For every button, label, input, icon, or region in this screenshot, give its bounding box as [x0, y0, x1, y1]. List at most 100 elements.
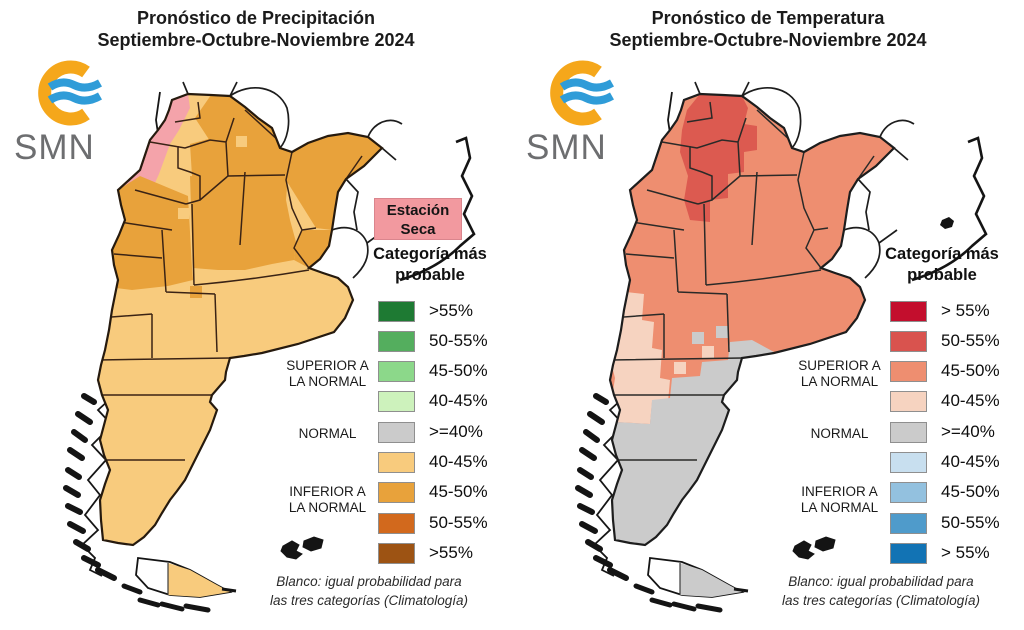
legend-label: 45-50%: [941, 482, 1000, 501]
smn-logo-text: SMN: [14, 128, 95, 167]
panel-title: Pronóstico de Temperatura Septiembre-Oct…: [512, 7, 1024, 51]
legend-swatch: [378, 300, 415, 322]
brazil-coastline: [399, 136, 476, 282]
legend-label: >=40%: [941, 422, 995, 441]
tierra-del-fuego-fjords: [121, 583, 211, 613]
precipitation-panel: Pronóstico de Precipitación Septiembre-O…: [0, 7, 512, 613]
legend-swatch: [378, 481, 415, 503]
legend-label: >55%: [429, 301, 473, 320]
legend-row: 45-50%: [890, 360, 1000, 382]
legend-title-line2: probable: [907, 266, 977, 284]
smn-logo: SMN: [14, 56, 114, 166]
islas-malvinas: [280, 536, 324, 560]
legend-row: >55%: [378, 300, 473, 322]
tierra-del-fuego-argentina: [168, 563, 230, 597]
legend-label: 40-45%: [429, 391, 488, 410]
legend-label: 50-55%: [941, 513, 1000, 532]
legend-swatch: [890, 330, 927, 352]
footnote: Blanco: igual probabilidad para las tres…: [269, 574, 469, 608]
legend-label: 45-50%: [429, 361, 488, 380]
isla-de-los-estados: [733, 587, 749, 593]
grid-cell: [190, 286, 202, 298]
dry-season-label-line2: Seca: [400, 221, 436, 238]
isla-de-los-estados: [221, 587, 237, 593]
grid-cell: [178, 208, 189, 219]
legend-swatch: [378, 542, 415, 564]
neighbor-country-borders: [694, 81, 915, 279]
tierra-del-fuego-fjords: [633, 583, 723, 613]
legend-label: 40-45%: [941, 452, 1000, 471]
legend-swatch: [890, 542, 927, 564]
chile-fjords: [575, 393, 629, 581]
legend-row: 40-45%: [378, 390, 488, 412]
smn-logo-text: SMN: [526, 128, 607, 167]
panel-title-line2: Septiembre-Octubre-Noviembre 2024: [609, 30, 927, 50]
legend-group-below-normal: INFERIOR A LA NORMAL: [288, 484, 367, 515]
legend-swatch: [890, 390, 927, 412]
province-borders: [610, 101, 875, 461]
legend-row: 45-50%: [890, 481, 1000, 503]
temperature-panel: Pronóstico de Temperatura Septiembre-Oct…: [512, 0, 1024, 630]
argentina-outline: [96, 92, 384, 547]
legend-swatch: [378, 451, 415, 473]
tierra-del-fuego-argentina: [680, 563, 742, 597]
region-inferior-45-50-entre-rios: [294, 230, 332, 268]
grid-cell: [236, 136, 247, 147]
region-inferior-45-50-litoral: [286, 133, 382, 230]
smn-logo: SMN: [526, 56, 626, 166]
legend-row: 45-50%: [378, 360, 488, 382]
grid-cell: [702, 346, 714, 358]
legend-swatch: [378, 360, 415, 382]
legend-title-line2: probable: [395, 266, 465, 284]
province-borders: [98, 101, 363, 461]
grid-cell: [656, 382, 668, 394]
legend-row: 40-45%: [378, 451, 488, 473]
legend-row: >=40%: [378, 421, 483, 443]
legend-swatch: [890, 512, 927, 534]
legend-label: 45-50%: [941, 361, 1000, 380]
dry-season-label-line1: Estación: [386, 202, 450, 219]
panel-title-line1: Pronóstico de Temperatura: [651, 8, 885, 28]
legend-label: 50-55%: [941, 331, 1000, 350]
region-inferior-45-50-central: [190, 175, 296, 270]
legend-swatch: [890, 451, 927, 473]
legend-swatch: [890, 481, 927, 503]
legend-swatch: [378, 330, 415, 352]
chile-fjords: [63, 393, 117, 581]
legend-row: 40-45%: [890, 451, 1000, 473]
smn-logo-icon: [38, 60, 102, 126]
coastal-islet: [940, 217, 954, 229]
legend-row: 50-55%: [378, 330, 488, 352]
legend-label: 40-45%: [941, 391, 1000, 410]
temperature-regions: [610, 94, 875, 545]
legend-group-above-normal: SUPERIOR A LA NORMAL: [286, 358, 369, 389]
legend-group-normal: NORMAL: [810, 426, 869, 441]
legend-title-line1: Categoría más: [885, 245, 999, 263]
legend-label: >=40%: [429, 422, 483, 441]
legend-swatch: [890, 421, 927, 443]
legend-row: > 55%: [890, 300, 990, 322]
legend-label: > 55%: [941, 543, 990, 562]
brazil-coastline: [911, 136, 988, 282]
argentina-map-temperature: [575, 81, 988, 613]
dry-season-box: Estación Seca: [374, 198, 462, 240]
legend-row: 50-55%: [378, 512, 488, 534]
legend-label: 45-50%: [429, 482, 488, 501]
legend-swatch: [378, 390, 415, 412]
panel-title: Pronóstico de Precipitación Septiembre-O…: [0, 7, 512, 51]
legend-swatch: [890, 300, 927, 322]
islas-malvinas: [792, 536, 836, 560]
legend-row: 45-50%: [378, 481, 488, 503]
legend-label: 40-45%: [429, 452, 488, 471]
legend-row: 50-55%: [890, 330, 1000, 352]
argentina-map-precipitation: [63, 81, 476, 613]
smn-logo-icon: [550, 60, 614, 126]
region-superior-50-55-northwest: [680, 94, 757, 222]
legend-row: >=40%: [890, 421, 995, 443]
legend-swatch: [378, 421, 415, 443]
grid-cell: [716, 326, 728, 338]
legend-title: Categoría más probable: [352, 244, 508, 286]
panel-title-line1: Pronóstico de Precipitación: [136, 8, 376, 28]
legend-row: 40-45%: [890, 390, 1000, 412]
